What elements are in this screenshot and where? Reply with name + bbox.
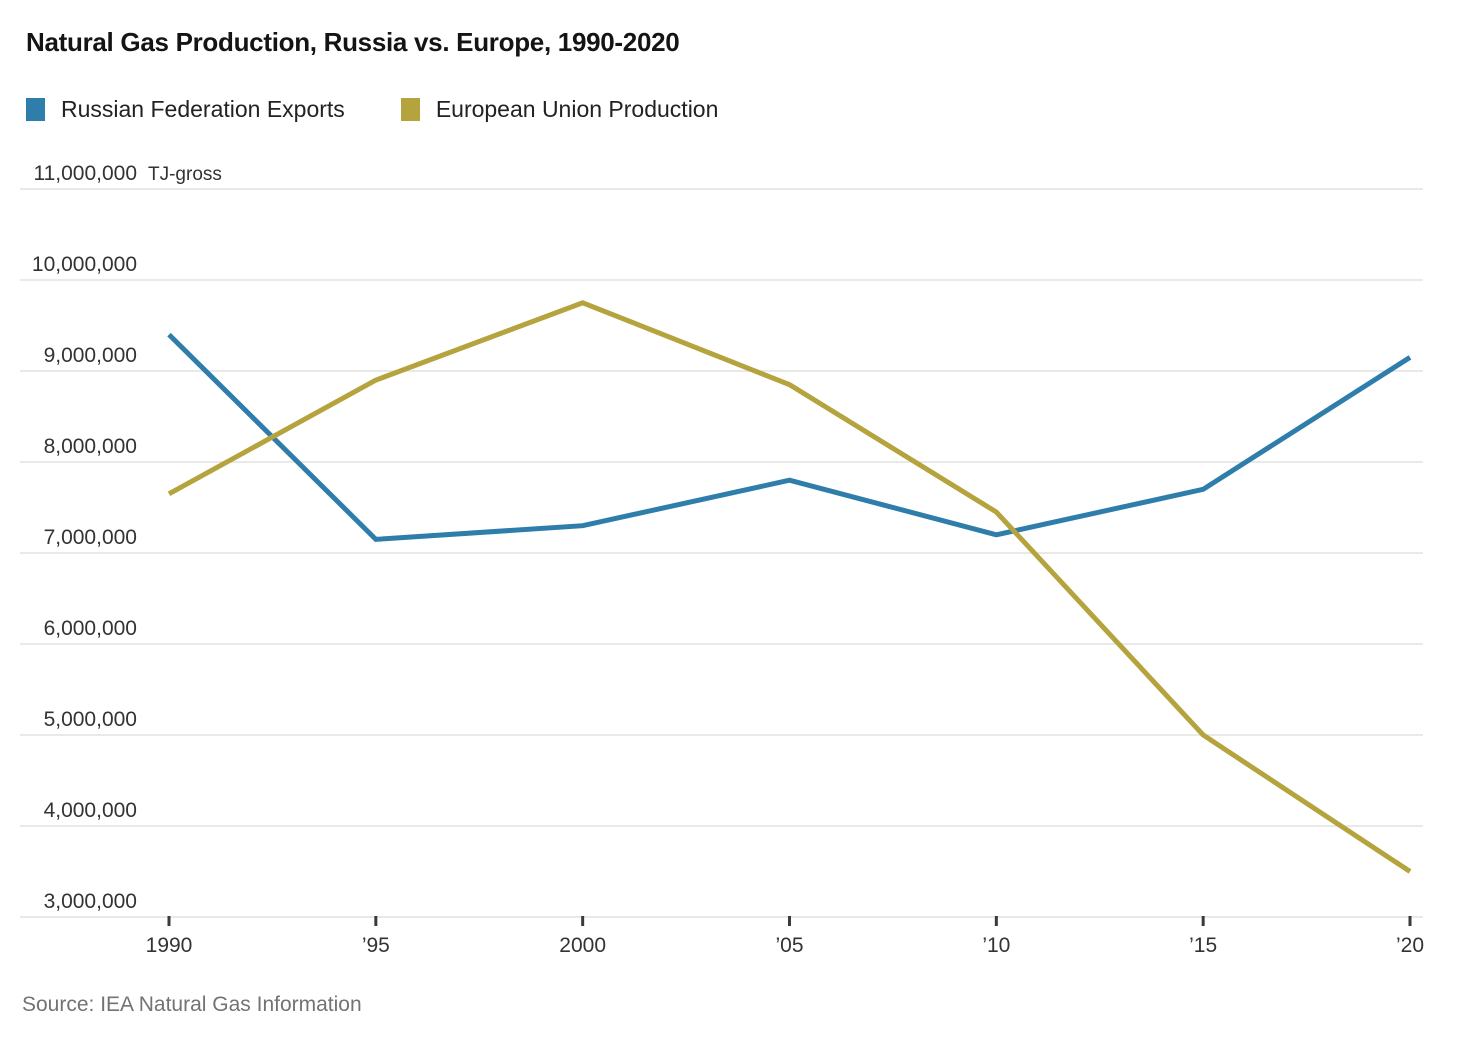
x-tick-label: 1990 (146, 934, 193, 957)
x-tick-label: ’20 (1396, 934, 1424, 957)
legend-item-russian-federation-exports: Russian Federation Exports (26, 96, 345, 123)
y-tick-label: 3,000,000 (44, 890, 137, 913)
y-axis-unit-label: TJ-gross (148, 164, 222, 185)
legend-swatch-gold-icon (400, 98, 420, 121)
x-tick-label: ’05 (775, 934, 803, 957)
legend-item-european-union-production: European Union Production (400, 96, 719, 123)
series-line-european-union-production (167, 300, 1412, 874)
legend: Russian Federation Exports European Unio… (26, 96, 718, 123)
x-tick-label: 2000 (559, 934, 606, 957)
y-tick-label: 9,000,000 (44, 344, 137, 367)
legend-label: European Union Production (435, 96, 719, 122)
y-tick-label: 10,000,000 (32, 253, 137, 276)
y-tick-label: 7,000,000 (44, 526, 137, 549)
y-tick-label: 8,000,000 (44, 435, 137, 458)
legend-label: Russian Federation Exports (61, 96, 345, 122)
y-tick-label: 5,000,000 (44, 708, 137, 731)
y-tick-label: 4,000,000 (44, 799, 137, 822)
x-tick-label: ’15 (1189, 934, 1217, 957)
x-tick-label: ’95 (362, 934, 390, 957)
source-attribution: Source: IEA Natural Gas Information (22, 993, 362, 1016)
x-tick-label: ’10 (982, 934, 1010, 957)
legend-swatch-blue-icon (26, 98, 45, 121)
y-tick-label: 11,000,000 (33, 162, 137, 185)
y-tick-label: 6,000,000 (44, 617, 137, 640)
series-line-russian-federation-exports (167, 332, 1412, 542)
chart-title: Natural Gas Production, Russia vs. Europ… (26, 27, 680, 57)
